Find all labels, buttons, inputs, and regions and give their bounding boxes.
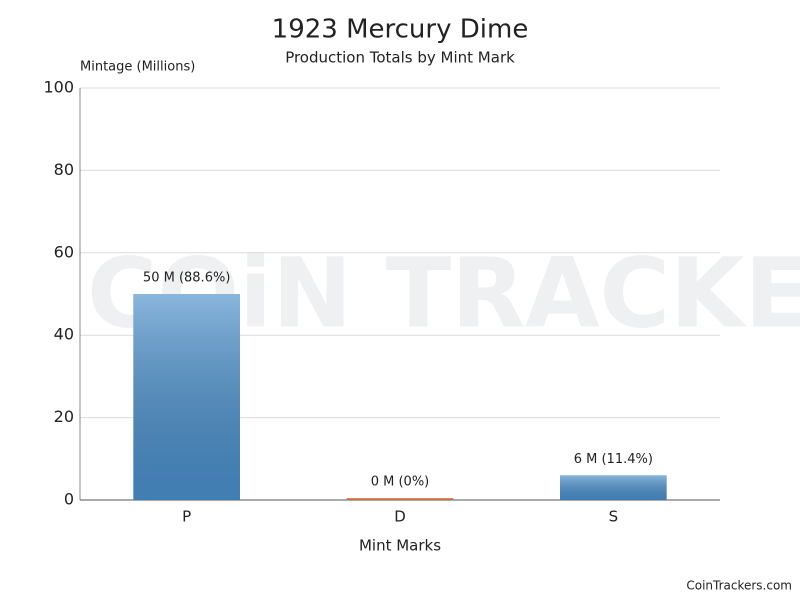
data-label: 50 M (88.6%)	[143, 271, 230, 286]
x-tick-label: D	[394, 508, 406, 526]
chart-subtitle: Production Totals by Mint Mark	[285, 49, 515, 67]
bar-shine	[133, 294, 240, 500]
chart-title: 1923 Mercury Dime	[272, 15, 529, 45]
y-tick-label: 60	[54, 242, 74, 261]
x-tick-label: S	[609, 508, 619, 526]
footer: CoinTrackers.com	[686, 579, 792, 593]
y-tick-label: 0	[64, 490, 74, 509]
data-label: 0 M (0%)	[371, 475, 430, 490]
y-tick-label: 80	[54, 160, 74, 179]
data-label: 6 M (11.4%)	[574, 452, 653, 467]
x-axis-label: Mint Marks	[359, 537, 441, 555]
y-tick-label: 20	[54, 407, 74, 426]
bar-shine	[346, 498, 454, 500]
y-tick-label: 100	[43, 78, 74, 97]
bar-shine	[560, 475, 667, 500]
x-tick-label: P	[182, 508, 191, 526]
y-axis-label: Mintage (Millions)	[80, 60, 195, 75]
y-tick-label: 40	[54, 325, 74, 344]
